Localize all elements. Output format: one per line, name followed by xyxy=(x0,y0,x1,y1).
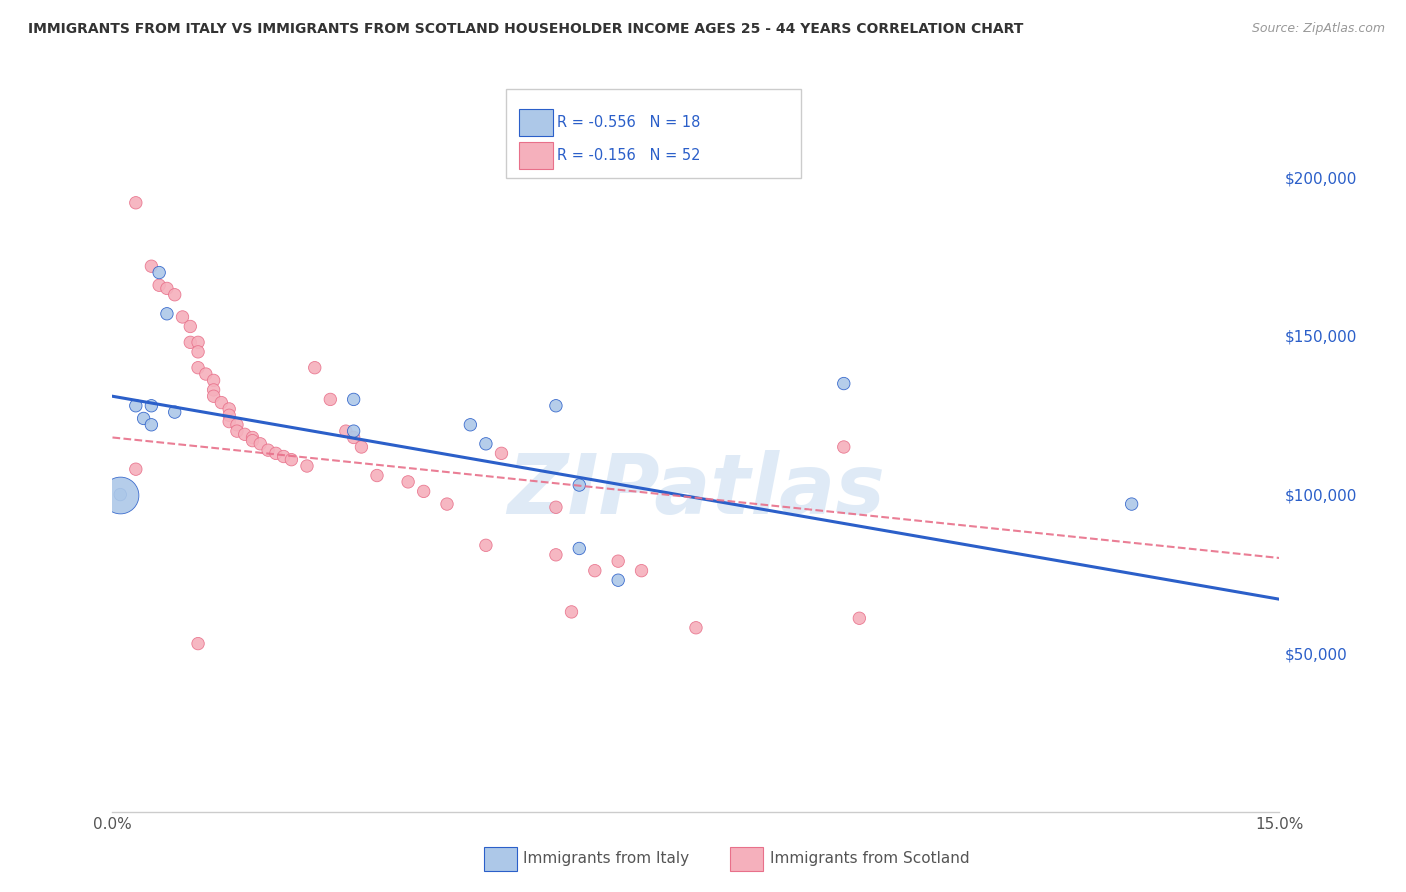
Text: Immigrants from Scotland: Immigrants from Scotland xyxy=(770,852,970,866)
Point xyxy=(685,621,707,635)
Point xyxy=(202,389,225,403)
Point xyxy=(187,637,209,651)
Point xyxy=(264,446,287,460)
Point xyxy=(319,392,342,407)
Point xyxy=(848,611,870,625)
Text: IMMIGRANTS FROM ITALY VS IMMIGRANTS FROM SCOTLAND HOUSEHOLDER INCOME AGES 25 - 4: IMMIGRANTS FROM ITALY VS IMMIGRANTS FROM… xyxy=(28,22,1024,37)
Point xyxy=(335,424,357,438)
Point xyxy=(156,281,179,295)
Point xyxy=(460,417,482,432)
Point xyxy=(544,548,567,562)
Point xyxy=(607,554,630,568)
Point xyxy=(583,564,606,578)
Point xyxy=(125,399,148,413)
Point xyxy=(187,360,209,375)
Point xyxy=(125,462,148,476)
Point xyxy=(226,417,249,432)
Point xyxy=(475,437,498,451)
Point xyxy=(148,278,170,293)
Point xyxy=(366,468,388,483)
Point xyxy=(202,383,225,397)
Point xyxy=(343,424,366,438)
Point xyxy=(343,430,366,444)
Point xyxy=(218,415,240,429)
Point xyxy=(141,399,163,413)
Point xyxy=(560,605,582,619)
Point xyxy=(194,367,217,381)
Point xyxy=(257,443,280,458)
Point xyxy=(544,500,567,515)
Point xyxy=(475,538,498,552)
Point xyxy=(1121,497,1143,511)
Point xyxy=(148,266,170,280)
Point xyxy=(209,395,232,409)
Point xyxy=(273,450,295,464)
Point xyxy=(110,487,132,501)
Point xyxy=(132,411,155,425)
Point xyxy=(249,437,271,451)
Point xyxy=(832,440,855,454)
Point xyxy=(343,392,366,407)
Point xyxy=(630,564,652,578)
Point xyxy=(295,458,318,473)
Point xyxy=(187,344,209,359)
Point xyxy=(163,405,186,419)
Point xyxy=(412,484,434,499)
Point xyxy=(163,287,186,301)
Point xyxy=(436,497,458,511)
Point xyxy=(110,487,132,501)
Point xyxy=(568,478,591,492)
Point xyxy=(280,452,302,467)
Point xyxy=(172,310,194,324)
Text: R = -0.556   N = 18: R = -0.556 N = 18 xyxy=(557,115,700,129)
Text: ZIPatlas: ZIPatlas xyxy=(508,450,884,531)
Point xyxy=(544,399,567,413)
Point xyxy=(226,424,249,438)
Point xyxy=(202,373,225,387)
Point xyxy=(218,401,240,416)
Point xyxy=(233,427,256,442)
Point xyxy=(568,541,591,556)
Point xyxy=(179,319,201,334)
Point xyxy=(125,195,148,210)
Text: Source: ZipAtlas.com: Source: ZipAtlas.com xyxy=(1251,22,1385,36)
Point xyxy=(141,417,163,432)
Text: Immigrants from Italy: Immigrants from Italy xyxy=(523,852,689,866)
Point xyxy=(141,259,163,273)
Point xyxy=(396,475,419,489)
Point xyxy=(156,307,179,321)
Point xyxy=(242,434,264,448)
Point xyxy=(832,376,855,391)
Point xyxy=(350,440,373,454)
Text: R = -0.156   N = 52: R = -0.156 N = 52 xyxy=(557,148,700,162)
Point xyxy=(218,409,240,423)
Point xyxy=(187,335,209,350)
Point xyxy=(242,430,264,444)
Point xyxy=(304,360,326,375)
Point xyxy=(607,573,630,587)
Point xyxy=(179,335,201,350)
Point xyxy=(491,446,513,460)
